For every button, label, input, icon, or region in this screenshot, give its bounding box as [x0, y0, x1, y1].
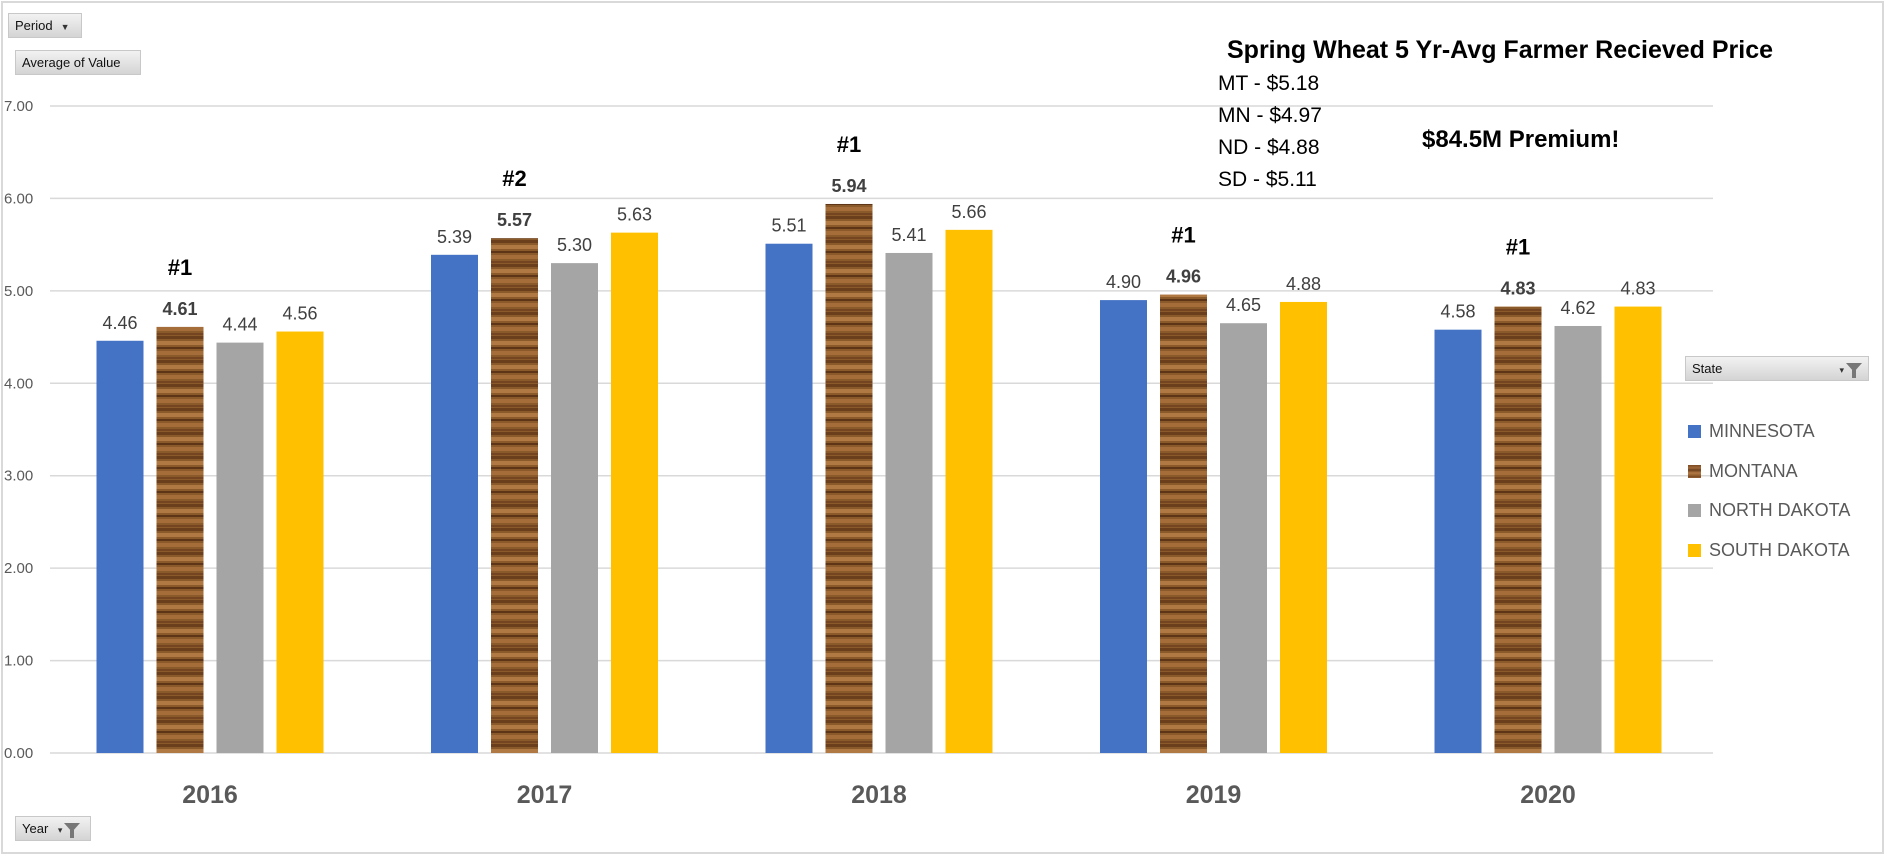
x-category-label: 2020 — [1520, 781, 1576, 809]
legend-swatch — [1688, 543, 1701, 557]
y-tick-label: 6.00 — [4, 190, 33, 207]
y-tick-label: 2.00 — [4, 560, 33, 577]
bar-south-dakota — [611, 232, 658, 753]
filter-funnel-icon — [64, 823, 81, 838]
bar-south-dakota — [945, 229, 993, 754]
data-label: 5.30 — [557, 235, 592, 255]
x-category-label: 2017 — [517, 781, 573, 809]
bar-south-dakota — [1280, 301, 1327, 753]
bar-montana — [1160, 294, 1207, 753]
bar-north-dakota — [216, 342, 264, 753]
rank-label: #1 — [837, 132, 861, 157]
state-label: State — [1692, 361, 1723, 376]
filter-funnel-icon — [1846, 363, 1862, 378]
average-mt: MT - $5.18 — [1218, 72, 1320, 95]
legend-label: SOUTH DAKOTA — [1709, 539, 1850, 560]
legend-label: MINNESOTA — [1709, 421, 1815, 442]
bar-montana — [1494, 306, 1542, 753]
y-tick-label: 7.00 — [4, 98, 33, 115]
average-mn: MN - $4.97 — [1218, 104, 1322, 127]
data-label: 4.62 — [1560, 298, 1595, 318]
year-label: Year — [22, 821, 49, 836]
rank-label: #2 — [502, 166, 526, 191]
bar-minnesota — [96, 340, 144, 753]
data-label: 4.61 — [162, 299, 197, 319]
data-label: 4.83 — [1620, 279, 1655, 299]
bar-minnesota — [765, 243, 813, 753]
legend-swatch — [1688, 464, 1701, 478]
x-category-label: 2019 — [1186, 781, 1242, 809]
y-tick-label: 5.00 — [4, 283, 33, 300]
y-tick-label: 0.00 — [4, 745, 33, 762]
state-filter-button[interactable]: State ▾ — [1685, 356, 1869, 381]
average-nd: ND - $4.88 — [1218, 136, 1320, 159]
rank-label: #1 — [1506, 235, 1530, 260]
period-label: Period — [15, 18, 53, 33]
data-label: 4.83 — [1500, 279, 1535, 299]
bar-north-dakota — [1220, 323, 1267, 753]
data-label: 4.46 — [102, 313, 137, 333]
dropdown-arrow-icon: ▾ — [1839, 365, 1844, 375]
data-label: 4.88 — [1286, 274, 1321, 294]
data-label: 4.65 — [1226, 295, 1261, 315]
y-tick-label: 4.00 — [4, 375, 33, 392]
premium-annotation: $84.5M Premium! — [1422, 126, 1620, 153]
rank-label: #1 — [168, 255, 192, 280]
year-filter-button[interactable]: Year ▾ — [15, 816, 91, 841]
x-category-label: 2018 — [851, 781, 907, 809]
bar-montana — [825, 203, 873, 753]
legend-item-south-dakota[interactable]: SOUTH DAKOTA — [1688, 531, 1850, 571]
legend-swatch — [1688, 504, 1701, 518]
chart-annotation-title: Spring Wheat 5 Yr-Avg Farmer Recieved Pr… — [1227, 36, 1774, 64]
rank-label: #1 — [1171, 223, 1195, 248]
average-of-value-button[interactable]: Average of Value — [15, 50, 141, 75]
bar-south-dakota — [276, 331, 324, 753]
y-tick-label: 3.00 — [4, 468, 33, 485]
data-label: 5.63 — [617, 205, 652, 225]
bar-minnesota — [431, 254, 478, 753]
bar-north-dakota — [551, 263, 598, 753]
average-sd: SD - $5.11 — [1218, 168, 1317, 191]
bar-montana — [156, 326, 204, 753]
bar-south-dakota — [1614, 306, 1662, 753]
legend-label: NORTH DAKOTA — [1709, 500, 1851, 521]
legend-swatch — [1688, 425, 1701, 439]
dropdown-arrow-icon: ▼ — [60, 22, 70, 32]
data-label: 4.90 — [1106, 272, 1141, 292]
bar-north-dakota — [1554, 325, 1602, 753]
legend-item-montana[interactable]: MONTANA — [1688, 452, 1850, 492]
legend-label: MONTANA — [1709, 460, 1798, 481]
data-label: 5.41 — [891, 225, 926, 245]
data-label: 4.56 — [282, 304, 317, 324]
bar-montana — [491, 238, 538, 753]
x-category-label: 2016 — [182, 781, 238, 809]
legend-item-north-dakota[interactable]: NORTH DAKOTA — [1688, 491, 1850, 531]
bar-minnesota — [1100, 300, 1147, 753]
period-filter-button[interactable]: Period ▼ — [8, 13, 82, 38]
data-label: 5.51 — [771, 216, 806, 236]
bar-north-dakota — [885, 252, 933, 753]
data-label: 5.39 — [437, 227, 472, 247]
data-label: 5.57 — [497, 210, 532, 230]
legend: MINNESOTA MONTANA NORTH DAKOTA SOUTH DAK… — [1688, 412, 1850, 570]
value-field-label: Average of Value — [22, 55, 121, 70]
dropdown-arrow-icon: ▾ — [57, 825, 63, 835]
y-tick-label: 1.00 — [4, 653, 33, 670]
data-label: 4.96 — [1166, 267, 1201, 287]
legend-item-minnesota[interactable]: MINNESOTA — [1688, 412, 1850, 452]
data-label: 5.94 — [831, 176, 866, 196]
data-label: 4.58 — [1440, 302, 1475, 322]
data-label: 5.66 — [951, 202, 986, 222]
bar-minnesota — [1434, 329, 1482, 753]
data-label: 4.44 — [222, 315, 257, 335]
